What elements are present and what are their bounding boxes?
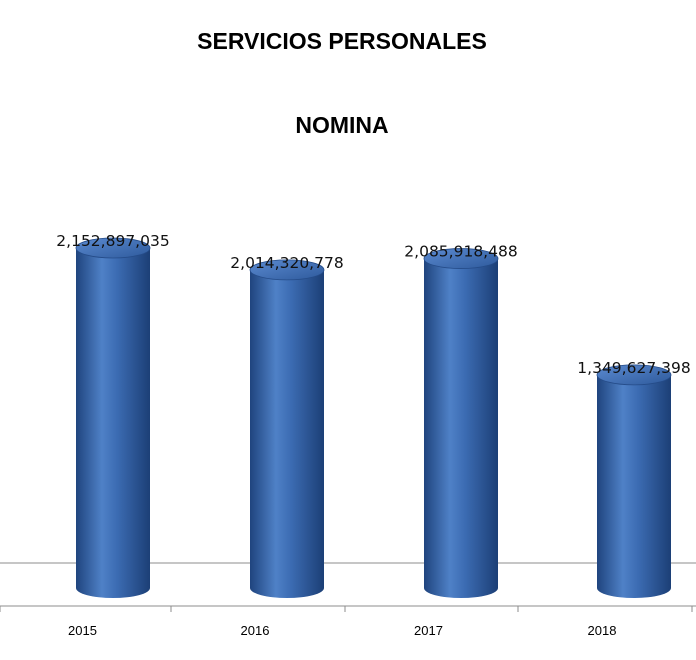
x-tick-label: 2018: [588, 623, 617, 638]
bar-2015: [75, 237, 151, 598]
data-label: 1,349,627,398: [577, 359, 690, 377]
bar-2017: [423, 248, 499, 598]
bar-body: [597, 374, 671, 598]
bar-body: [424, 258, 498, 598]
x-tick-label: 2015: [68, 623, 97, 638]
bar-series: [75, 237, 672, 598]
bar-top: [75, 237, 151, 259]
chart-title: SERVICIOS PERSONALES: [197, 28, 487, 54]
x-tick-labels: 2015 2016 2017 2018: [68, 623, 616, 638]
data-label: 2,014,320,778: [230, 254, 343, 272]
data-label: 2,152,897,035: [56, 232, 169, 250]
data-labels: 2,152,897,035 2,014,320,778 2,085,918,488 1…: [56, 232, 690, 377]
bar-body: [76, 248, 150, 598]
x-tick-label: 2017: [414, 623, 443, 638]
bar-2018: [596, 364, 672, 598]
bar-2016: [249, 259, 325, 598]
bar-top: [249, 259, 325, 281]
bar-top: [596, 364, 672, 386]
data-label: 2,085,918,488: [404, 243, 517, 261]
chart-subtitle: NOMINA: [295, 112, 388, 138]
bar-body: [250, 269, 324, 598]
x-tick-label: 2016: [241, 623, 270, 638]
bar-top: [423, 248, 499, 269]
